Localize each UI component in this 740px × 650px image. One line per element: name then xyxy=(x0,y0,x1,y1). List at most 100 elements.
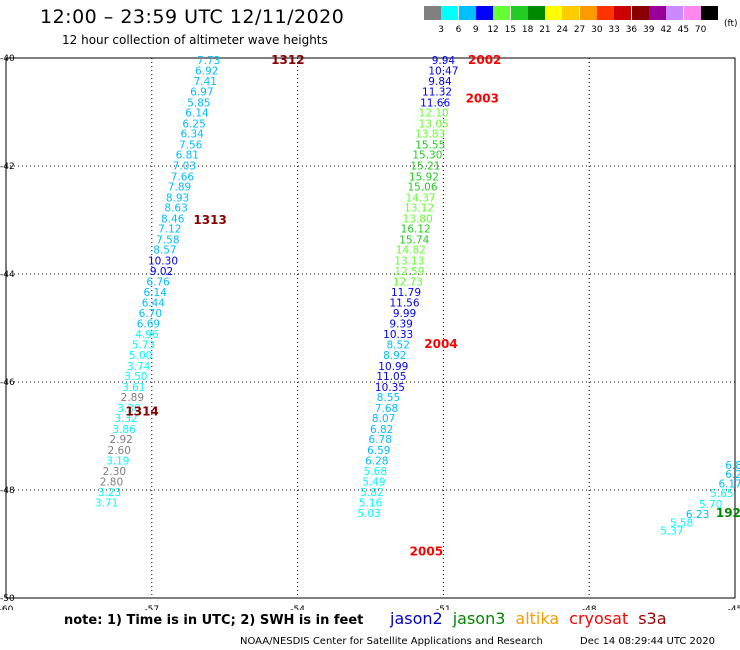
wave-height-value: 6.25 xyxy=(182,118,205,130)
wave-height-value: 15.21 xyxy=(410,160,440,172)
wave-height-value: 10.35 xyxy=(375,382,405,394)
wave-height-value: 10.30 xyxy=(148,256,178,268)
wave-height-value: 4.96 xyxy=(135,329,159,341)
wave-height-value: 8.63 xyxy=(164,203,187,215)
footer-note: note: 1) Time is in UTC; 2) SWH is in fe… xyxy=(64,613,364,628)
color-scale-swatch xyxy=(614,6,632,20)
pass-time-label: 2002 xyxy=(468,53,501,67)
wave-height-value: 7.03 xyxy=(173,160,196,172)
color-scale-label: 9 xyxy=(472,25,479,35)
color-scale-label: 42 xyxy=(660,25,672,35)
wave-height-value: 13.80 xyxy=(403,213,433,225)
x-tick-label: -57 xyxy=(144,605,159,610)
wave-height-value: 6.78 xyxy=(369,434,392,446)
color-scale-swatch xyxy=(493,6,511,20)
wave-height-value: 15.74 xyxy=(399,234,429,246)
color-scale-label: 70 xyxy=(694,25,707,35)
y-tick-label: -50 xyxy=(0,594,15,604)
wave-height-value: 5.70 xyxy=(699,499,722,511)
color-scale-label: 39 xyxy=(643,25,655,35)
wave-height-value: 11.79 xyxy=(391,287,421,299)
wave-height-value: 3.23 xyxy=(98,487,121,499)
wave-height-value: 2.92 xyxy=(109,434,132,446)
wave-height-value: 6.2 xyxy=(725,469,740,481)
wave-height-value: 2.80 xyxy=(100,476,123,488)
wave-height-value: 2.60 xyxy=(108,445,131,457)
wave-height-value: 9.02 xyxy=(150,266,173,278)
wave-height-value: 2.30 xyxy=(103,466,126,478)
wave-height-value: 3.71 xyxy=(95,497,118,509)
color-scale-label: 6 xyxy=(455,25,462,35)
wave-height-value: 9.99 xyxy=(393,308,416,320)
wave-height-map: -60 -57 -54 -51 -48 -45 -40 -42 -44 -46 -48 -50 7.73… xyxy=(0,53,740,610)
wave-height-value: 12.73 xyxy=(393,277,423,289)
x-tick-label: -51 xyxy=(436,605,451,610)
color-scale-swatch xyxy=(562,6,580,20)
page-subtitle: 12 hour collection of altimeter wave hei… xyxy=(62,33,328,47)
wave-height-value: 5.82 xyxy=(360,487,383,499)
wave-height-value: 8.93 xyxy=(166,192,189,204)
satellite-legend-entry: s3a xyxy=(638,609,667,628)
wave-height-value: 8.92 xyxy=(383,350,406,362)
wave-height-value: 5.00 xyxy=(129,350,152,362)
wave-height-value: 2.89 xyxy=(121,392,144,404)
color-scale-label: 12 xyxy=(487,25,499,35)
wave-height-value: 6.59 xyxy=(367,445,390,457)
wave-height-value: 6.82 xyxy=(370,424,393,436)
wave-height-value: 15.30 xyxy=(412,150,442,162)
wave-height-value: 3.50 xyxy=(124,371,147,383)
wave-height-value: 5.73 xyxy=(132,340,155,352)
wave-height-value: 5.37 xyxy=(660,526,683,538)
x-tick-label: -60 xyxy=(0,605,14,610)
wave-height-value: 5.58 xyxy=(670,517,693,529)
wave-height-value: 16.12 xyxy=(401,224,431,236)
color-scale-swatch xyxy=(700,6,718,20)
wave-height-value: 9.39 xyxy=(389,319,412,331)
color-scale-label: 36 xyxy=(625,25,638,35)
wave-height-value: 6.92 xyxy=(195,65,218,77)
wave-height-value: 8.52 xyxy=(387,340,410,352)
wave-height-value: 5.85 xyxy=(187,97,210,109)
color-scale-label: 45 xyxy=(677,25,690,35)
color-scale-swatch xyxy=(683,6,701,20)
wave-height-value: 8.46 xyxy=(161,213,185,225)
wave-height-value: 15.06 xyxy=(407,182,437,194)
color-scale-swatch xyxy=(648,6,666,20)
wave-height-value: 12.10 xyxy=(419,108,449,120)
wave-height-value: 6.14 xyxy=(144,287,168,299)
pass-time-label: 1313 xyxy=(193,213,226,227)
color-scale-label: 21 xyxy=(539,25,551,35)
wave-height-value: 10.99 xyxy=(378,361,408,373)
pass-time-label: 2005 xyxy=(410,545,443,559)
wave-height-value: 11.66 xyxy=(420,97,450,109)
wave-height-value: 7.12 xyxy=(158,224,181,236)
x-tick-label: -54 xyxy=(290,605,305,610)
satellite-legend-entry: jason2 xyxy=(390,609,443,628)
wave-height-value: 13.83 xyxy=(415,129,445,141)
x-tick-label: -45 xyxy=(728,605,740,610)
color-scale-label: 27 xyxy=(573,25,586,35)
y-tick-label: -40 xyxy=(0,54,15,64)
wave-height-value: 6.81 xyxy=(176,150,199,162)
color-scale-label: 30 xyxy=(591,25,603,35)
wave-height-value: 5.49 xyxy=(362,476,385,488)
wave-height-value: 5.68 xyxy=(364,466,387,478)
page-title: 12:00 – 23:59 UTC 12/11/2020 xyxy=(40,6,345,28)
y-tick-label: -46 xyxy=(0,378,15,388)
wave-height-value: 6.8 xyxy=(725,460,740,472)
color-scale-swatch xyxy=(545,6,563,20)
wave-height-value: 6.69 xyxy=(137,319,160,331)
wave-height-value: 7.89 xyxy=(168,182,191,194)
pass-time-label: 1921 xyxy=(716,506,740,520)
wave-height-value: 11.05 xyxy=(376,371,406,383)
wave-height-value: 6.14 xyxy=(185,108,209,120)
wave-height-value: 13.05 xyxy=(419,118,449,130)
color-scale-swatch xyxy=(666,6,684,20)
color-scale-label: 33 xyxy=(608,25,620,35)
wave-height-value: 11.32 xyxy=(422,86,452,98)
y-tick-label: -44 xyxy=(0,270,15,280)
color-scale-swatch xyxy=(527,6,545,20)
wave-height-value: 9.94 xyxy=(432,55,456,67)
wave-height-value: 6.28 xyxy=(365,455,388,467)
pass-time-label: 1312 xyxy=(271,53,304,67)
